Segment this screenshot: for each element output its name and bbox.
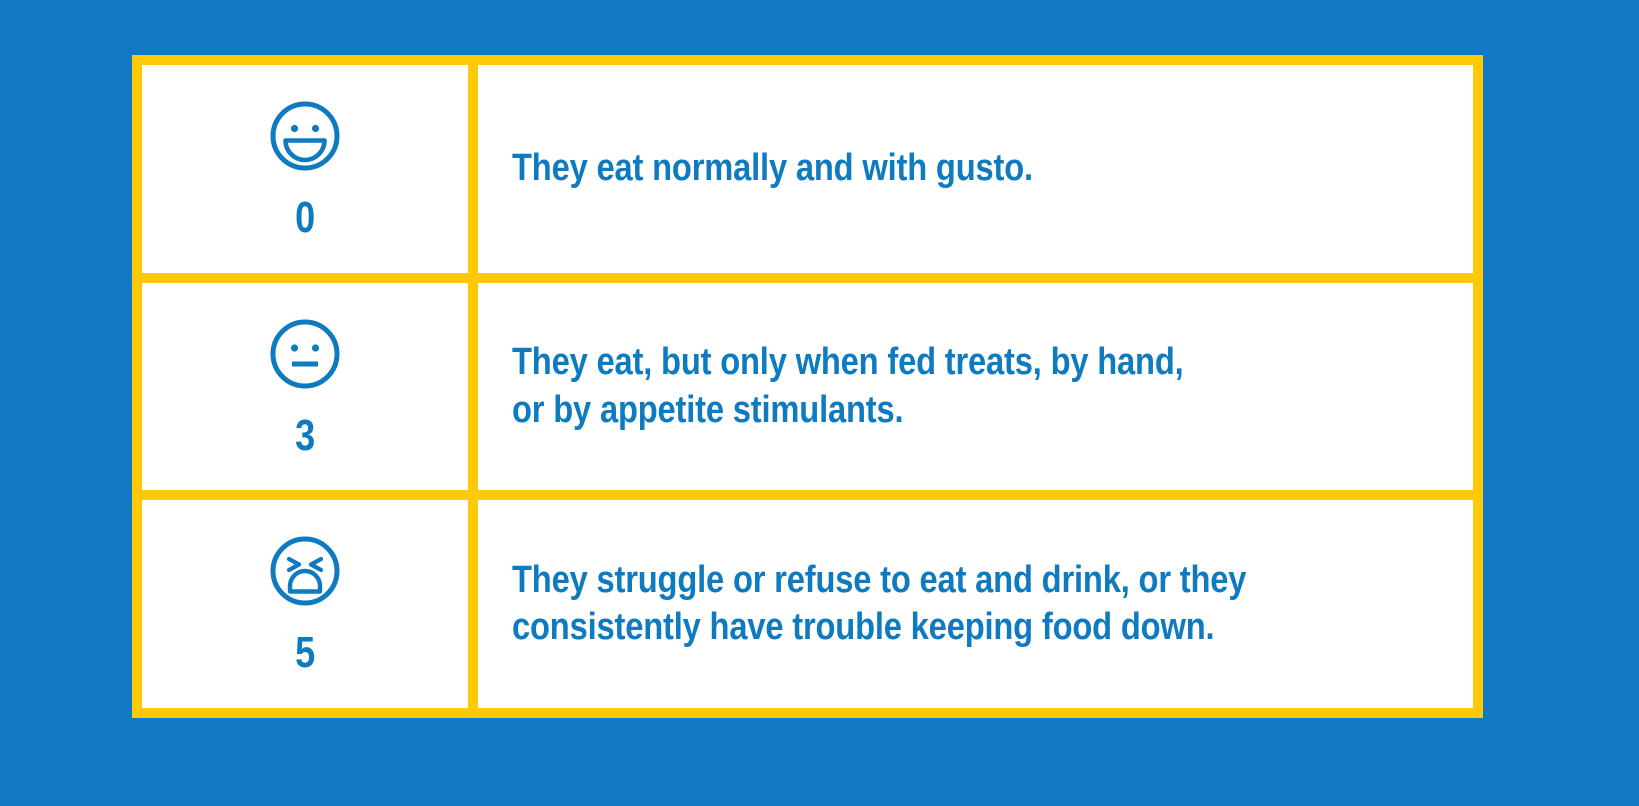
score-description: They eat, but only when fed treats, by h… [512, 341, 1184, 431]
score-icon-cell: 3 [142, 282, 468, 491]
score-icon-cell: 5 [142, 500, 468, 709]
score-description: They struggle or refuse to eat and drink… [512, 558, 1247, 649]
table-row: 3 They eat, but only when fed treats, by… [142, 282, 1473, 491]
score-table: 0 They eat normally and with gusto. 3 [132, 55, 1483, 718]
happy-face-icon [267, 98, 343, 174]
score-icon-cell: 0 [142, 65, 468, 273]
table-row: 5 They struggle or refuse to eat and dri… [142, 500, 1473, 709]
score-number: 5 [295, 628, 315, 678]
score-number: 0 [295, 192, 315, 242]
score-description-cell: They eat, but only when fed treats, by h… [478, 282, 1473, 491]
score-number: 3 [295, 410, 315, 460]
score-description-cell: They struggle or refuse to eat and drink… [478, 500, 1473, 709]
neutral-face-icon [267, 316, 343, 392]
table-row: 0 They eat normally and with gusto. [142, 65, 1473, 273]
score-description: They eat normally and with gusto. [512, 147, 1033, 190]
score-description-cell: They eat normally and with gusto. [478, 65, 1473, 273]
distressed-face-icon [267, 533, 343, 609]
